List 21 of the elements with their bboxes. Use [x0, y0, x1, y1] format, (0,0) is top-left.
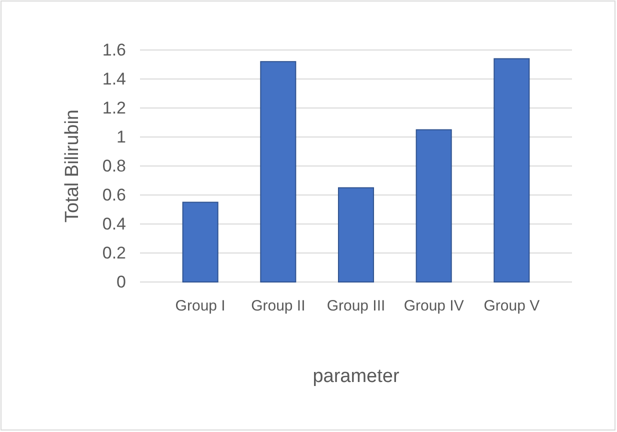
y-tick-label: 1.6 [102, 40, 126, 60]
x-tick-label: Group IV [404, 298, 464, 315]
y-tick-label: 1 [116, 127, 126, 146]
y-tick-label: 1.2 [102, 98, 126, 118]
x-axis-title: parameter [312, 366, 400, 387]
x-tick-label: Group II [251, 298, 306, 315]
y-tick-label: 1.4 [102, 69, 126, 88]
x-tick-label: Group V [484, 298, 540, 315]
y-tick-label: 0 [116, 272, 126, 292]
bar [416, 129, 452, 282]
y-tick-label: 0.4 [102, 214, 126, 234]
y-tick-label: 0.6 [102, 185, 126, 204]
bar [260, 61, 296, 282]
y-tick-label: 0.8 [102, 156, 126, 176]
x-tick-label: Group I [175, 298, 226, 315]
bar [338, 187, 374, 282]
y-axis-title: Total Bilirubin [62, 110, 83, 222]
y-tick-label: 0.2 [102, 243, 126, 262]
bar [182, 202, 218, 282]
bar [494, 58, 530, 282]
x-tick-label: Group III [326, 298, 386, 315]
